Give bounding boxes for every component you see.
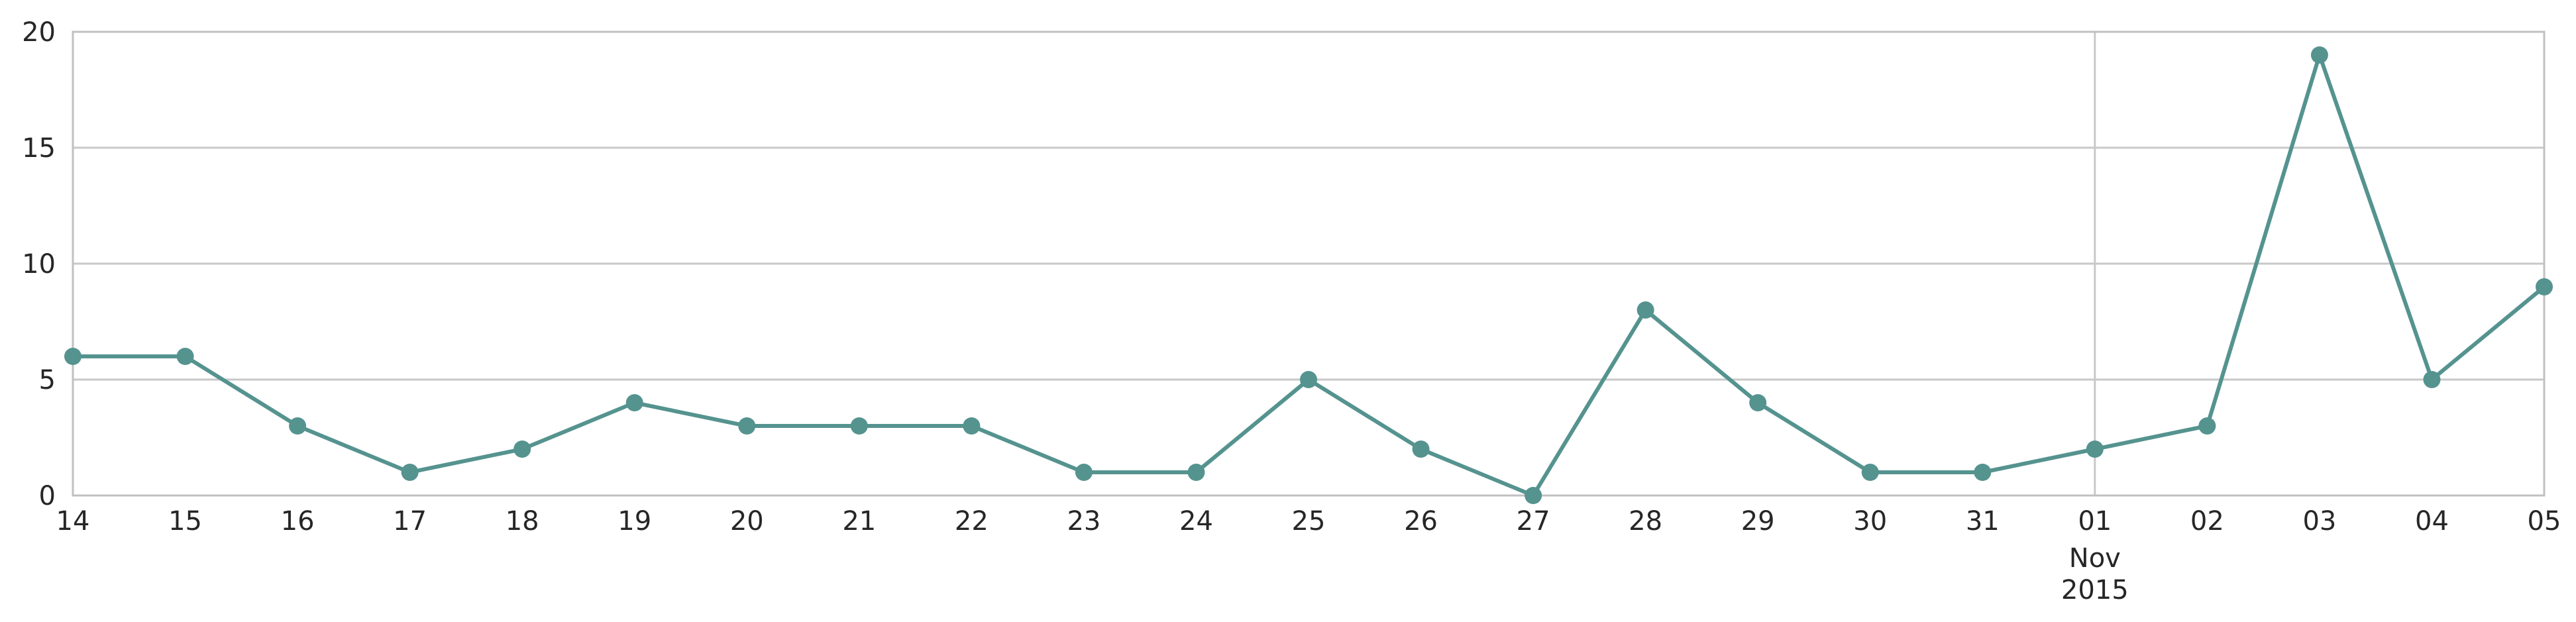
x-tick-label: 01 (2078, 506, 2112, 537)
data-point (2536, 278, 2553, 295)
x-tick-label: 23 (1067, 506, 1100, 537)
x-tick-label: 22 (955, 506, 989, 537)
x-tick-label: 31 (1966, 506, 2000, 537)
y-tick-label: 15 (22, 133, 56, 164)
y-tick-label: 20 (22, 17, 56, 48)
grid-layer (73, 32, 2544, 495)
x-tick-label: 24 (1179, 506, 1213, 537)
y-axis-ticks: 0 5 10 15 20 (22, 17, 56, 511)
x-tick-label: 03 (2302, 506, 2336, 537)
data-point (1525, 487, 1542, 504)
x-tick-sublabel: 2015 (2061, 575, 2129, 605)
data-point (625, 394, 643, 411)
data-point (1861, 464, 1879, 481)
data-point (1075, 464, 1093, 481)
x-axis-ticks: 14 15 16 17 18 19 20 21 22 23 24 25 26 27 28 29 30 31 01 02… (56, 506, 2561, 605)
data-point (2198, 417, 2216, 435)
y-tick-label: 5 (39, 365, 56, 395)
x-tick-label: 02 (2190, 506, 2224, 537)
data-point (64, 348, 81, 365)
series-line (73, 53, 2546, 497)
data-point (176, 348, 194, 365)
x-tick-label: 27 (1517, 506, 1550, 537)
data-point (2086, 441, 2104, 458)
y-tick-label: 10 (22, 249, 56, 280)
x-tick-label: 16 (281, 506, 315, 537)
data-point (963, 417, 981, 435)
y-tick-label: 0 (39, 481, 56, 511)
data-point (2423, 371, 2441, 388)
data-point (738, 417, 756, 435)
x-tick-label: 20 (730, 506, 764, 537)
x-tick-label: 05 (2528, 506, 2561, 537)
x-tick-label: 14 (56, 506, 90, 537)
data-point (1187, 464, 1205, 481)
x-tick-sublabel: Nov (2069, 543, 2121, 574)
data-point (289, 417, 307, 435)
x-tick-label: 04 (2415, 506, 2449, 537)
x-tick-label: 17 (393, 506, 427, 537)
x-tick-label: 26 (1404, 506, 1438, 537)
plot-frame (72, 30, 2546, 497)
data-point (1974, 464, 1992, 481)
x-tick-label: 29 (1741, 506, 1775, 537)
data-point (1749, 394, 1767, 411)
x-tick-label: 25 (1292, 506, 1326, 537)
data-point (850, 417, 868, 435)
data-point (1637, 301, 1654, 319)
data-point (1412, 441, 1430, 458)
series-layer (64, 46, 2553, 504)
data-point (1300, 371, 1317, 388)
x-tick-label: 28 (1629, 506, 1662, 537)
data-point (2310, 46, 2328, 64)
x-tick-label: 15 (168, 506, 202, 537)
data-point (513, 441, 531, 458)
x-tick-label: 21 (842, 506, 876, 537)
x-tick-label: 18 (506, 506, 539, 537)
x-tick-label: 19 (617, 506, 651, 537)
data-point (401, 464, 419, 481)
x-tick-label: 30 (1853, 506, 1887, 537)
